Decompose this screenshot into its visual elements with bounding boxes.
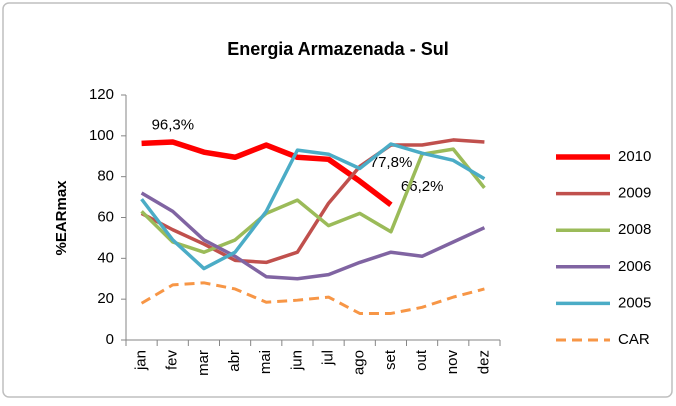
series-line bbox=[140, 281, 485, 315]
series-line bbox=[141, 139, 393, 208]
x-tick-label: jul bbox=[320, 350, 337, 366]
x-tick-label: abr bbox=[226, 350, 243, 372]
y-tick-label: 100 bbox=[89, 127, 114, 144]
legend-label: CAR bbox=[618, 331, 650, 348]
x-tick-label: ago bbox=[351, 350, 368, 375]
y-tick-label: 40 bbox=[97, 249, 114, 266]
legend-label: 2008 bbox=[618, 221, 651, 238]
series-line bbox=[140, 138, 485, 265]
y-tick-label: 120 bbox=[89, 86, 114, 103]
x-tick-label: mar bbox=[195, 350, 212, 376]
chart-frame bbox=[2, 2, 673, 398]
legend-label: 2006 bbox=[618, 258, 651, 275]
x-tick-label: dez bbox=[475, 350, 492, 374]
y-axis-label: %EARmax bbox=[53, 180, 70, 256]
legend-label: 2009 bbox=[618, 185, 651, 202]
x-tick-label: jan bbox=[133, 350, 150, 371]
x-tick-label: set bbox=[382, 349, 399, 370]
x-tick-label: fev bbox=[164, 350, 181, 371]
legend-label: 2010 bbox=[618, 148, 651, 165]
series-line bbox=[140, 191, 486, 281]
x-tick-label: nov bbox=[444, 350, 461, 375]
legend-label: 2005 bbox=[618, 294, 651, 311]
x-tick-label: jun bbox=[288, 350, 305, 371]
x-tick-label: mai bbox=[257, 350, 274, 374]
x-tick-label: out bbox=[413, 349, 430, 371]
data-label: 77,8% bbox=[370, 154, 413, 171]
series-line bbox=[140, 142, 486, 271]
y-tick-label: 60 bbox=[97, 208, 114, 225]
y-tick-label: 0 bbox=[106, 331, 114, 348]
data-label: 96,3% bbox=[152, 116, 195, 133]
y-tick-label: 20 bbox=[97, 290, 114, 307]
chart-title: Energia Armazenada - Sul bbox=[227, 39, 448, 59]
y-tick-label: 80 bbox=[97, 168, 114, 185]
